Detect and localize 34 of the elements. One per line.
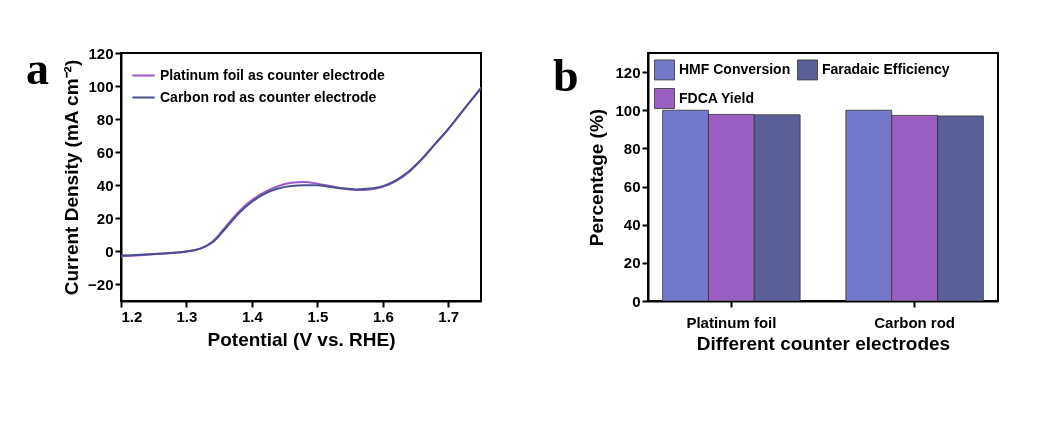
y-tick-label: 0	[632, 292, 641, 310]
y-tick-label: 20	[623, 254, 641, 272]
x-tick-label: 1.7	[438, 307, 460, 325]
legend-label: Platinum foil as counter electrode	[160, 66, 386, 83]
y-tick-label: 120	[88, 44, 114, 62]
y-tick-label: 100	[88, 77, 114, 95]
x-tick-label: 1.4	[241, 307, 264, 325]
y-tick-label: 40	[96, 176, 114, 194]
y-tick-label: 60	[623, 178, 641, 196]
x-tick-label: 1.6	[372, 307, 394, 325]
y-tick-label: 20	[96, 209, 114, 227]
x-tick-label: 1.5	[307, 307, 329, 325]
x-axis-title: Potential (V vs. RHE)	[207, 328, 396, 350]
y-tick-label: 60	[96, 143, 114, 161]
y-tick-label: −20	[88, 275, 114, 293]
legend-label: FDCA Yield	[679, 89, 754, 106]
y-tick-label: 80	[96, 110, 114, 128]
legend-label: Carbon rod as counter electrode	[160, 88, 377, 105]
chart-title: a	[26, 43, 49, 94]
y-tick-label: 80	[623, 139, 641, 157]
y-tick-label: 120	[615, 63, 641, 81]
x-tick-label: Carbon rod	[874, 313, 956, 331]
chart-title: b	[553, 50, 579, 101]
y-axis-title: Current Density (mA cm⁻²)	[61, 59, 83, 296]
x-tick-label: 1.2	[121, 307, 143, 325]
x-axis-title: Different counter electrodes	[696, 332, 951, 354]
y-tick-label: 40	[623, 216, 641, 234]
x-tick-label: Platinum foil	[686, 313, 777, 331]
legend-label: Faradaic Efficiency	[822, 60, 950, 77]
y-axis-title: Percentage (%)	[586, 108, 608, 247]
y-tick-label: 100	[615, 101, 641, 119]
x-tick-label: 1.3	[176, 307, 198, 325]
legend-label: HMF Conversion	[679, 60, 791, 77]
y-tick-label: 0	[105, 242, 114, 260]
